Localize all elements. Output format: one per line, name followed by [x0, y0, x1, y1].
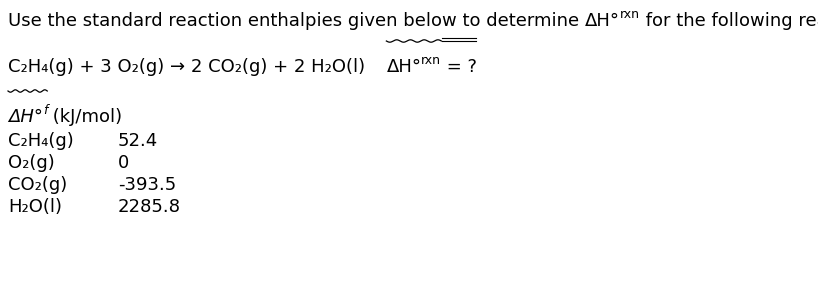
Text: = ?: = ? [442, 58, 478, 76]
Text: H₂O(l): H₂O(l) [8, 198, 62, 216]
Text: rxn: rxn [421, 54, 442, 67]
Text: rxn: rxn [620, 8, 640, 21]
Text: 52.4: 52.4 [118, 132, 158, 150]
Text: ΔH°: ΔH° [585, 12, 620, 30]
Text: ΔH°: ΔH° [386, 58, 421, 76]
Text: -393.5: -393.5 [118, 176, 176, 194]
Text: ΔH°: ΔH° [8, 108, 43, 126]
Text: for the following reaction:: for the following reaction: [640, 12, 818, 30]
Text: C₂H₄(g): C₂H₄(g) [8, 132, 74, 150]
Text: C₂H₄(g) + 3 O₂(g) → 2 CO₂(g) + 2 H₂O(l): C₂H₄(g) + 3 O₂(g) → 2 CO₂(g) + 2 H₂O(l) [8, 58, 382, 76]
Text: Use the standard reaction enthalpies given below to determine: Use the standard reaction enthalpies giv… [8, 12, 585, 30]
Text: 0: 0 [118, 154, 129, 172]
Text: CO₂(g): CO₂(g) [8, 176, 67, 194]
Text: O₂(g): O₂(g) [8, 154, 55, 172]
Text: (kJ/mol): (kJ/mol) [47, 108, 123, 126]
Text: f: f [43, 104, 47, 117]
Text: 2285.8: 2285.8 [118, 198, 181, 216]
